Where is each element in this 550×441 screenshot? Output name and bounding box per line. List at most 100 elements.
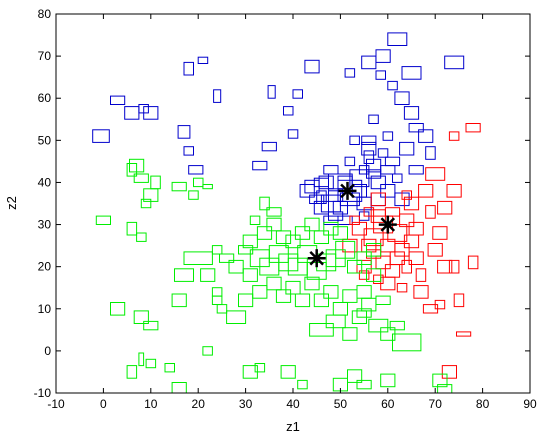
data-point [425, 146, 436, 160]
data-point [150, 175, 161, 190]
series-layer [92, 32, 481, 393]
data-point [444, 55, 465, 70]
data-point [292, 89, 303, 99]
data-point [366, 268, 382, 282]
data-point [193, 177, 204, 188]
data-point [110, 302, 126, 316]
data-point [347, 259, 363, 274]
data-point [418, 129, 434, 143]
data-point [299, 184, 315, 198]
data-point [403, 106, 420, 120]
x-tick-label: 40 [286, 397, 300, 411]
data-point [347, 369, 363, 383]
data-point [143, 320, 159, 331]
data-point [133, 310, 149, 324]
data-point [188, 165, 204, 175]
data-point [437, 384, 453, 393]
data-point [342, 238, 358, 253]
y-tick-label: 10 [38, 302, 52, 316]
data-point [95, 215, 112, 226]
data-point [448, 131, 460, 141]
data-point [313, 293, 329, 308]
data-point [387, 80, 398, 91]
data-point [427, 243, 443, 257]
data-point [126, 365, 138, 379]
data-point [356, 251, 372, 265]
y-tick-label: -10 [34, 386, 52, 400]
data-point [211, 287, 223, 297]
data-point [465, 123, 481, 133]
data-point [171, 181, 187, 192]
data-point [256, 226, 273, 240]
data-point [140, 198, 152, 209]
data-point [437, 200, 453, 215]
data-point [332, 226, 348, 240]
data-point [266, 207, 282, 217]
x-tick-label: 0 [100, 397, 107, 411]
data-point [164, 363, 175, 373]
data-point [337, 215, 353, 226]
series-0 [92, 32, 465, 226]
data-point [261, 141, 277, 152]
data-point [342, 289, 358, 303]
data-point [332, 302, 348, 316]
data-point [370, 192, 386, 207]
data-point [287, 129, 299, 139]
y-axis-label: z2 [4, 196, 19, 210]
data-point [92, 129, 110, 143]
data-point [375, 70, 386, 80]
data-point [437, 259, 453, 274]
data-point [252, 285, 268, 299]
data-point [361, 141, 377, 156]
data-point [126, 163, 138, 177]
data-point [283, 106, 294, 116]
data-point [216, 304, 228, 314]
plot-area [92, 32, 481, 393]
x-tick-label: 70 [429, 397, 443, 411]
data-point [441, 365, 457, 379]
data-point [408, 165, 424, 175]
data-point [211, 295, 223, 306]
data-point [349, 215, 360, 226]
y-tick-label: 80 [38, 7, 52, 21]
data-point [238, 245, 254, 255]
data-point [294, 226, 311, 240]
data-point [370, 192, 386, 207]
data-point [183, 61, 194, 76]
data-point [211, 245, 223, 255]
data-point [344, 156, 356, 167]
data-point [342, 327, 358, 341]
data-point [325, 314, 346, 329]
data-point [335, 240, 356, 259]
x-tick-label: 30 [239, 397, 253, 411]
data-point [252, 160, 268, 171]
data-point [197, 56, 209, 65]
data-point [408, 221, 424, 236]
data-point [408, 251, 424, 265]
data-point [380, 373, 396, 388]
data-point [363, 207, 375, 217]
data-point [275, 230, 292, 244]
data-point [401, 190, 412, 200]
y-tick-label: 40 [38, 175, 52, 189]
data-point [363, 150, 375, 164]
series-2 [95, 158, 453, 393]
data-point [110, 95, 126, 105]
data-point [392, 173, 403, 183]
data-point [226, 310, 247, 324]
data-point [384, 264, 401, 278]
data-point [344, 68, 356, 78]
data-point [309, 194, 325, 205]
data-point [309, 323, 334, 337]
y-tick-label: 0 [44, 344, 51, 358]
data-point [228, 259, 244, 274]
data-point [392, 333, 422, 352]
data-point [267, 85, 276, 99]
x-tick-label: 50 [334, 397, 348, 411]
data-point [318, 175, 334, 190]
x-tick-label: -10 [47, 397, 65, 411]
data-point [202, 184, 213, 190]
data-point [280, 365, 296, 379]
data-point [422, 304, 439, 314]
